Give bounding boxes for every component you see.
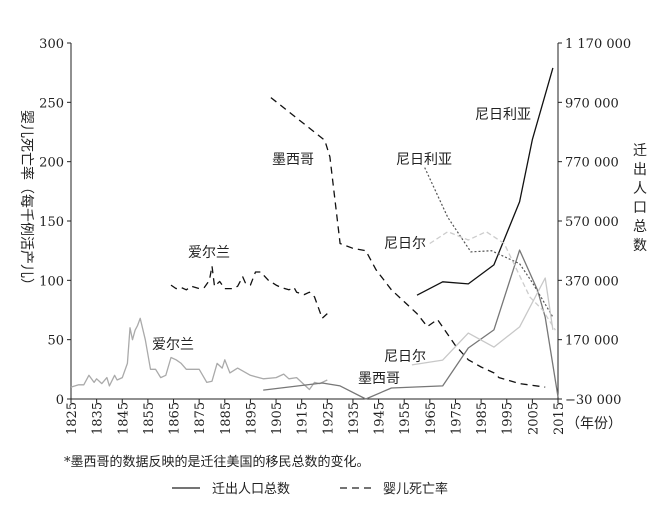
annotation-ireland-imr: 爱尔兰 — [188, 245, 230, 261]
annotation-niger-emig: 尼日尔 — [384, 349, 426, 365]
left-tick-label: 150 — [39, 215, 64, 230]
left-tick-label: 300 — [39, 37, 64, 52]
legend-label-emigration: 迁出人口总数 — [212, 482, 290, 497]
x-tick-label: 1985 — [475, 402, 490, 435]
right-axis-title-char: 迁 — [633, 143, 647, 159]
left-tick-label: 200 — [39, 156, 64, 171]
x-tick-label: 1885 — [219, 402, 234, 435]
annotation-nigeria-imr: 尼日利亚 — [396, 152, 452, 168]
x-tick-label: 1905 — [270, 402, 285, 435]
legend-label-imr: 婴儿死亡率 — [383, 481, 448, 497]
series-line-7 — [411, 277, 554, 366]
x-tick-label: 1865 — [168, 402, 183, 435]
annotation-nigeria-emig: 尼日利亚 — [475, 107, 531, 123]
annotation-mexico-imr: 墨西哥 — [272, 152, 314, 168]
right-axis-title-char: 数 — [633, 238, 647, 254]
left-ticks: 0 50 100 150 200 250 300 — [39, 37, 71, 408]
x-tick-label: 1835 — [91, 402, 106, 435]
left-tick-label: 0 — [56, 393, 64, 408]
right-tick-label: 770 000 — [565, 156, 619, 171]
right-tick-label: 970 000 — [565, 96, 619, 111]
x-axis-unit-label: （年份） — [566, 416, 622, 432]
right-tick-label: 170 000 — [565, 334, 619, 349]
right-tick-label: 1 170 000 — [565, 37, 631, 52]
x-tick-label: 1965 — [424, 402, 439, 435]
x-tick-label: 1895 — [244, 402, 259, 435]
x-tick-label: 1995 — [501, 402, 516, 435]
x-tick-label: 1975 — [449, 402, 464, 435]
series-line-1 — [170, 265, 328, 319]
series-line-3 — [263, 249, 559, 400]
x-tick-label: 1855 — [142, 402, 157, 435]
series-line-4 — [416, 67, 554, 296]
left-tick-label: 50 — [47, 334, 64, 349]
right-tick-label: 570 000 — [565, 215, 619, 230]
left-axis-title: 婴儿死亡率（每千例活产儿） — [18, 110, 35, 292]
x-tick-label: 2005 — [526, 402, 541, 435]
x-tick-label: 1955 — [398, 402, 413, 435]
left-tick-label: 100 — [39, 274, 64, 289]
annotation-ireland-emig: 爱尔兰 — [152, 337, 194, 353]
right-axis-title-char: 人 — [633, 181, 647, 197]
x-tick-label: 1845 — [116, 402, 131, 435]
annotations: 爱尔兰 爱尔兰 墨西哥 尼日利亚 尼日利亚 尼日尔 尼日尔 墨西哥 — [152, 107, 531, 387]
annotation-niger-imr: 尼日尔 — [384, 236, 426, 252]
series-group — [70, 67, 559, 400]
right-axis-title-char: 出 — [633, 162, 647, 178]
left-tick-label: 250 — [39, 96, 64, 111]
right-axis-title-char: 口 — [633, 200, 647, 216]
series-line-2 — [270, 97, 546, 388]
x-ticks: 1825 1835 1845 1855 1865 1875 1885 1895 1905 1915… — [65, 399, 567, 435]
x-tick-label: 1925 — [321, 402, 336, 435]
footnote: *墨西哥的数据反映的是迁往美国的移民总数的变化。 — [64, 454, 370, 470]
x-tick-label: 1935 — [347, 402, 362, 435]
right-ticks: −30 000 170 000 370 000 570 000 770 000 970 0… — [558, 37, 631, 408]
x-tick-label: 1825 — [65, 402, 80, 435]
right-axis-title: 迁出人口总数 — [633, 143, 647, 254]
x-tick-label: 1875 — [193, 402, 208, 435]
series-line-5 — [424, 167, 554, 318]
right-tick-label: −30 000 — [565, 393, 621, 408]
axes — [70, 43, 559, 400]
annotation-mexico-emig: 墨西哥 — [358, 371, 400, 387]
series-line-0 — [70, 317, 328, 391]
series-line-6 — [429, 231, 556, 331]
legend: 迁出人口总数 婴儿死亡率 — [172, 481, 448, 497]
x-tick-label: 1915 — [296, 402, 311, 435]
x-tick-label: 1945 — [373, 402, 388, 435]
right-tick-label: 370 000 — [565, 274, 619, 289]
x-tick-label: 2015 — [552, 402, 567, 435]
right-axis-title-char: 总 — [633, 219, 647, 235]
